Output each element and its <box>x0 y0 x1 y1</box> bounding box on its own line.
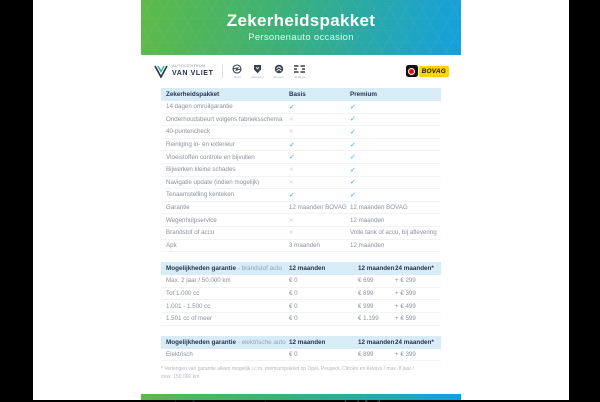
cross-icon: ✕ <box>289 116 294 123</box>
van-vliet-logo: AUTOCENTRUM VAN VLIET <box>153 64 213 79</box>
dealer-name: AUTOCENTRUM VAN VLIET <box>172 64 214 77</box>
aiways-label: Aiways <box>294 74 305 79</box>
table-garantie-elektrisch: Mogelijkheden garantie - elektrische aut… <box>161 335 441 362</box>
bovag-emblem-icon <box>405 65 418 77</box>
check-icon: ✓ <box>289 191 295 199</box>
peugeot-label: Peugeot <box>251 74 265 79</box>
check-icon: ✓ <box>350 154 356 162</box>
table-row: Navigatie update (indien mogelijk) ✕ ✓ <box>161 177 441 190</box>
table-row: 1.501 cc of meer € 0 € 1.199 + € 599 <box>161 313 441 326</box>
comparison-tables: Zekerheidspakket Basis Premium 14 dagen omr… <box>161 88 441 362</box>
bovag-label: BOVAG <box>418 65 449 77</box>
table-row: 14 dagen omruilgarantie ✓ ✓ <box>161 101 441 114</box>
opel-logo: Opel <box>232 63 243 79</box>
table-row: Vloeistoffen controle en bijvullen ✓ ✓ <box>161 151 441 164</box>
table-row: Garantie 12 maanden BOVAG 12 maanden BOVAG <box>161 202 441 215</box>
check-icon: ✓ <box>350 166 356 174</box>
table-row: Wegenhulpservice ✕ 12 maanden <box>161 214 441 227</box>
table-section-header: Mogelijkheden garantie - elektrische aut… <box>161 335 441 349</box>
table-row: Tenaamstelling kenteken ✓ ✓ <box>161 189 441 202</box>
table-row: Reiniging in- en exterieur ✓ ✓ <box>161 139 441 152</box>
footnote: * Verlengen van garantie alleen mogelijk… <box>161 366 414 380</box>
table-row: 1.001 - 1.500 cc € 0 € 999 + € 499 <box>161 300 441 313</box>
page-title: Zekerheidspakket <box>226 10 376 30</box>
table-row: 40-puntencheck ✕ ✓ <box>161 126 441 139</box>
table-section-header: Mogelijkheden garantie - brandstof auto 1… <box>161 262 441 276</box>
check-icon: ✓ <box>350 116 356 124</box>
table-zekerheidspakket: Zekerheidspakket Basis Premium 14 dagen omr… <box>161 88 441 253</box>
citroen-logo-icon <box>274 64 283 73</box>
check-icon: ✓ <box>289 154 295 162</box>
bovag-logo: BOVAG <box>405 65 449 77</box>
opel-logo-icon <box>232 63 243 74</box>
cross-icon: ✕ <box>289 129 294 136</box>
peugeot-logo-icon <box>254 64 262 73</box>
peugeot-logo: Peugeot <box>251 64 264 79</box>
table-row: Brandstof of accu ✕ Volle tank of accu, bi… <box>161 227 441 240</box>
dealer-name-top: AUTOCENTRUM <box>172 64 206 69</box>
citroen-label: Citroën <box>273 74 285 79</box>
opel-label: Opel <box>233 74 242 79</box>
header-banner: Zekerheidspakket Personenauto occasion <box>141 0 461 55</box>
table-row: Apk 3 maanden 12 maanden <box>161 240 441 253</box>
table-garantie-brandstof: Mogelijkheden garantie - brandstof auto 1… <box>161 262 441 326</box>
logo-divider <box>222 64 224 78</box>
check-icon: ✓ <box>350 103 356 111</box>
citroen-logo: Citroën <box>273 64 284 79</box>
check-icon: ✓ <box>289 141 295 149</box>
page-subtitle: Personenauto occasion <box>248 32 354 44</box>
table-row: Bijwerken kleine schades ✕ ✓ <box>161 164 441 177</box>
cross-icon: ✕ <box>289 230 294 237</box>
table-row: Max. 2 jaar / 50.000 km € 0 € 699 + € 299 <box>161 275 441 288</box>
check-icon: ✓ <box>350 191 356 199</box>
cross-icon: ✕ <box>289 217 294 224</box>
document-page: Zekerheidspakket Personenauto occasion A… <box>33 0 569 402</box>
aiways-logo-icon <box>294 64 306 73</box>
aiways-logo: Aiways <box>293 64 306 79</box>
flyer: Zekerheidspakket Personenauto occasion A… <box>141 0 461 402</box>
cross-icon: ✕ <box>289 167 294 174</box>
check-icon: ✓ <box>289 103 295 111</box>
logo-row: AUTOCENTRUM VAN VLIET Opel <box>153 55 449 87</box>
brand-logos: Opel Peugeot Citroën <box>232 63 306 79</box>
check-icon: ✓ <box>350 179 356 187</box>
dealer-name-bottom: VAN VLIET <box>172 69 214 77</box>
cross-icon: ✕ <box>289 179 294 186</box>
van-vliet-v-icon <box>154 65 168 79</box>
footer-gradient-bar <box>141 394 461 400</box>
table-section-header: Zekerheidspakket Basis Premium <box>161 88 441 101</box>
check-icon: ✓ <box>350 141 356 149</box>
table-row: Tot 1.000 cc € 0 € 899 + € 399 <box>161 288 441 301</box>
check-icon: ✓ <box>350 128 356 136</box>
table-row: Onderhoudsbeurt volgens fabrieksschema ✕ ✓ <box>161 114 441 127</box>
table-row: Elektrisch € 0 € 899 + € 399 <box>161 349 441 362</box>
